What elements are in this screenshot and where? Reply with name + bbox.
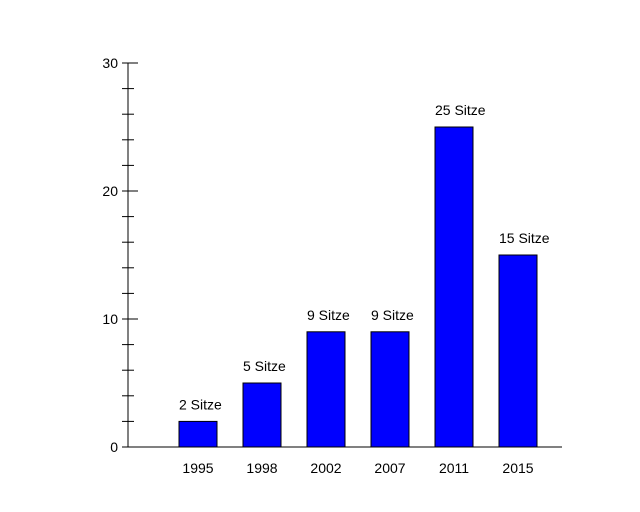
bar — [370, 331, 410, 448]
x-tick-labels: 1995 1998 2002 2007 2011 2015 — [182, 460, 533, 476]
bar — [242, 382, 282, 448]
bar-value-label: 5 Sitze — [243, 358, 286, 374]
y-tick-label: 20 — [102, 183, 118, 199]
bar-series — [178, 126, 538, 448]
bar-value-label: 9 Sitze — [371, 307, 414, 323]
x-tick-label: 2007 — [374, 460, 405, 476]
x-tick-label: 1995 — [182, 460, 213, 476]
bar-value-label: 9 Sitze — [307, 307, 350, 323]
y-tick-label: 30 — [102, 55, 118, 71]
bar-value-label: 15 Sitze — [499, 230, 550, 246]
bar-value-label: 2 Sitze — [179, 396, 222, 412]
data-labels: 2 Sitze 5 Sitze 9 Sitze 9 Sitze 25 Sitze 15 S… — [179, 102, 550, 412]
bar — [178, 420, 218, 448]
y-tick-label: 0 — [110, 439, 118, 455]
y-tick-label: 10 — [102, 311, 118, 327]
x-tick-label: 2011 — [439, 460, 469, 476]
x-tick-label: 2015 — [502, 460, 533, 476]
x-tick-label: 1998 — [246, 460, 277, 476]
bar — [306, 331, 346, 448]
bar-value-label: 25 Sitze — [435, 102, 486, 118]
x-tick-label: 2002 — [310, 460, 341, 476]
bar — [498, 254, 538, 448]
bar — [434, 126, 474, 448]
y-axis: 0 10 20 30 — [102, 55, 138, 455]
